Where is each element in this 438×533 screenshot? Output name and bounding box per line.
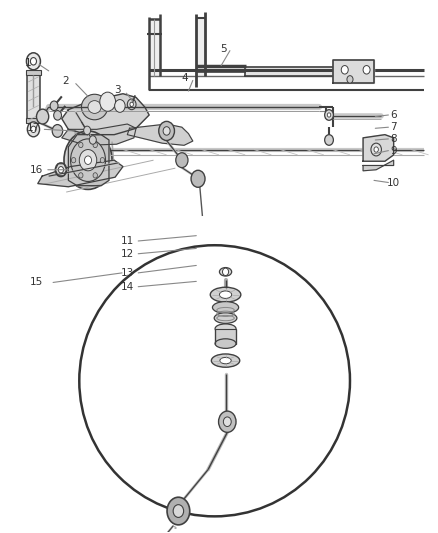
Polygon shape	[38, 160, 123, 187]
Ellipse shape	[214, 313, 237, 324]
Circle shape	[71, 158, 76, 163]
Circle shape	[115, 100, 125, 112]
Circle shape	[127, 99, 136, 110]
Polygon shape	[62, 124, 136, 146]
Circle shape	[71, 139, 106, 181]
Circle shape	[363, 66, 370, 74]
Polygon shape	[127, 124, 193, 146]
Circle shape	[36, 109, 49, 124]
Polygon shape	[245, 67, 359, 76]
Text: 15: 15	[30, 278, 43, 287]
Circle shape	[371, 143, 381, 156]
Text: 6: 6	[390, 110, 397, 120]
Polygon shape	[332, 60, 374, 83]
Ellipse shape	[219, 291, 232, 298]
Bar	[26, 118, 41, 123]
Circle shape	[79, 150, 97, 171]
Ellipse shape	[215, 339, 236, 349]
Ellipse shape	[215, 324, 236, 334]
Polygon shape	[363, 135, 394, 161]
Circle shape	[31, 126, 36, 133]
Text: 2: 2	[62, 77, 69, 86]
Circle shape	[223, 268, 229, 276]
Circle shape	[79, 173, 83, 178]
Circle shape	[85, 156, 92, 165]
Circle shape	[100, 158, 105, 163]
Text: 11: 11	[121, 236, 134, 246]
Text: 8: 8	[390, 134, 397, 144]
Polygon shape	[363, 160, 394, 171]
Ellipse shape	[210, 287, 241, 302]
Circle shape	[347, 76, 353, 83]
Text: 4: 4	[182, 73, 188, 83]
Circle shape	[130, 102, 134, 107]
Circle shape	[55, 163, 67, 176]
Text: 5: 5	[220, 44, 227, 53]
Ellipse shape	[79, 245, 350, 516]
Circle shape	[341, 66, 348, 74]
Bar	[26, 70, 41, 75]
Ellipse shape	[212, 302, 239, 313]
Circle shape	[327, 113, 331, 117]
Bar	[196, 18, 205, 76]
Circle shape	[163, 127, 170, 135]
Bar	[27, 74, 40, 123]
Circle shape	[79, 142, 83, 148]
Circle shape	[50, 101, 58, 110]
Circle shape	[27, 122, 39, 137]
Circle shape	[374, 147, 378, 152]
Ellipse shape	[81, 94, 108, 120]
Circle shape	[176, 153, 188, 167]
Circle shape	[64, 131, 112, 189]
Ellipse shape	[212, 354, 240, 367]
Ellipse shape	[88, 101, 101, 114]
Text: 12: 12	[121, 249, 134, 259]
Ellipse shape	[220, 358, 231, 364]
Bar	[149, 19, 160, 76]
Circle shape	[325, 135, 333, 146]
Text: 17: 17	[27, 123, 40, 133]
Circle shape	[191, 170, 205, 187]
Text: 14: 14	[121, 282, 134, 292]
Circle shape	[159, 122, 174, 141]
Text: 3: 3	[114, 85, 121, 95]
Circle shape	[30, 58, 36, 65]
Bar	[215, 329, 236, 344]
Circle shape	[325, 110, 333, 120]
Circle shape	[93, 173, 97, 178]
Circle shape	[93, 142, 97, 148]
Text: 1: 1	[25, 58, 31, 68]
Text: 13: 13	[121, 268, 134, 278]
Text: 7: 7	[390, 122, 397, 132]
Circle shape	[84, 126, 91, 135]
Ellipse shape	[219, 268, 232, 276]
Circle shape	[26, 53, 40, 70]
Polygon shape	[68, 135, 109, 185]
Text: 16: 16	[30, 165, 43, 175]
Text: 9: 9	[390, 146, 397, 156]
Circle shape	[100, 92, 116, 111]
Circle shape	[58, 166, 64, 173]
Text: 10: 10	[387, 177, 400, 188]
Circle shape	[167, 497, 190, 525]
Circle shape	[223, 417, 231, 426]
Circle shape	[219, 411, 236, 432]
Circle shape	[173, 505, 184, 518]
Circle shape	[89, 136, 96, 144]
Circle shape	[54, 110, 61, 120]
Circle shape	[52, 125, 63, 138]
Polygon shape	[62, 94, 149, 135]
